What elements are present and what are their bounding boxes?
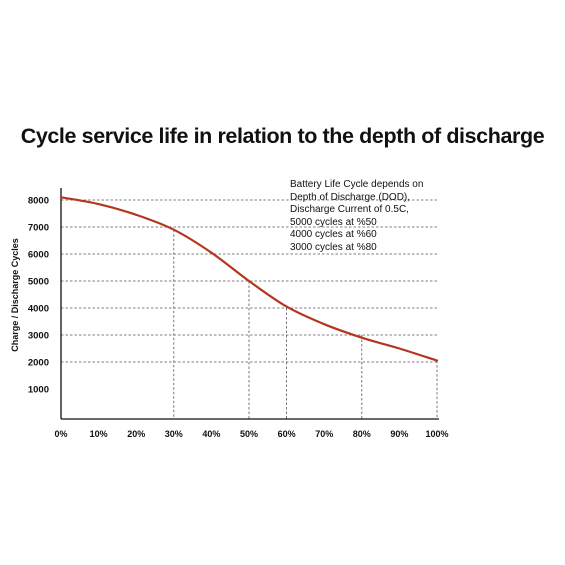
annotation-box: Battery Life Cycle depends on Depth of D… — [290, 179, 423, 255]
x-tick-label: 30% — [165, 429, 183, 439]
y-tick-label: 7000 — [28, 223, 49, 234]
x-tick-label: 10% — [90, 429, 108, 439]
annotation-line: 5000 cycles at %50 — [290, 216, 377, 228]
x-tick-label: 20% — [127, 429, 145, 439]
x-tick-label: 80% — [353, 429, 371, 439]
x-tick-labels: 0% 10% 20% 30% 40% 50% 60% 70% 80% 90% 100% — [54, 429, 448, 439]
x-tick-label: 100% — [425, 429, 448, 439]
series-group — [59, 196, 439, 362]
x-tick-label: 60% — [278, 429, 296, 439]
x-tick-label: 70% — [315, 429, 333, 439]
chart-title: Cycle service life in relation to the de… — [20, 124, 545, 148]
x-tick-label: 90% — [390, 429, 408, 439]
y-tick-label: 1000 — [28, 385, 49, 396]
annotation-line: Depth of Discharge (DOD), — [290, 191, 411, 203]
guide-lines — [61, 199, 438, 419]
y-tick-labels: 1000 2000 3000 4000 5000 6000 7000 8000 — [28, 196, 49, 396]
annotation-line: 3000 cycles at %80 — [290, 241, 377, 253]
x-tick-label: 0% — [54, 429, 67, 439]
annotation-line: Battery Life Cycle depends on — [290, 179, 424, 190]
y-tick-label: 4000 — [28, 304, 49, 315]
y-tick-label: 6000 — [28, 250, 49, 261]
y-tick-label: 2000 — [28, 358, 49, 369]
x-tick-label: 50% — [240, 429, 258, 439]
annotation-line: Discharge Current of 0.5C, — [290, 204, 409, 216]
y-tick-label: 8000 — [28, 196, 49, 207]
axes — [60, 188, 439, 420]
y-tick-label: 3000 — [28, 331, 49, 342]
x-tick-label: 40% — [202, 429, 220, 439]
y-tick-label: 5000 — [28, 277, 49, 288]
cycle-life-curve — [59, 196, 439, 362]
annotation-line: 4000 cycles at %60 — [290, 229, 377, 241]
